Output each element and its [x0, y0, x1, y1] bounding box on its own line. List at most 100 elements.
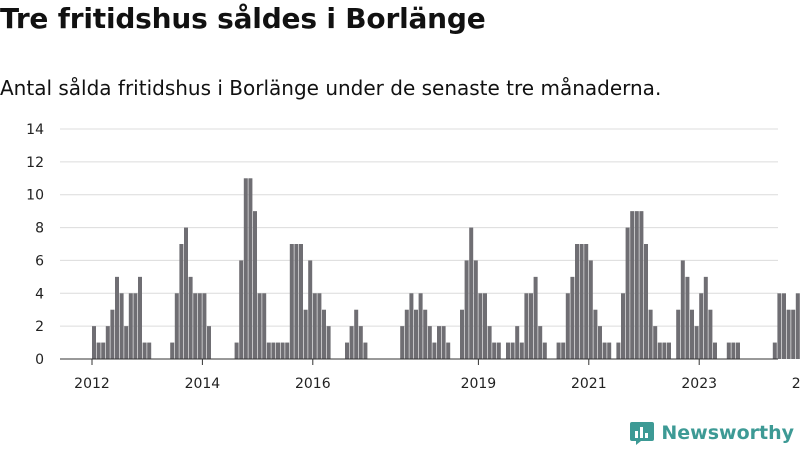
y-tick-label: 12 [26, 155, 44, 171]
y-tick-label: 0 [35, 352, 44, 368]
bar [561, 342, 566, 359]
bar [243, 178, 248, 359]
bar [667, 342, 671, 359]
bar [703, 276, 708, 359]
bar [487, 326, 492, 359]
bar [469, 227, 474, 359]
bar [496, 342, 501, 359]
bar [128, 293, 133, 359]
bar [657, 342, 662, 359]
bar [326, 326, 331, 359]
bar [345, 342, 349, 359]
bar [266, 342, 271, 359]
bar [193, 293, 198, 359]
bar-chart-logo-icon [630, 422, 655, 445]
bar [625, 227, 630, 359]
bar [460, 309, 464, 359]
bar [299, 244, 303, 359]
bar [662, 342, 667, 359]
x-tick-label: 2012 [74, 376, 110, 392]
bar [207, 326, 211, 359]
bar [478, 293, 483, 359]
bar [630, 211, 635, 359]
bar-chart: 0246810121420122014201620192021202320253 [26, 122, 800, 392]
y-tick-label: 4 [35, 286, 44, 302]
bar [147, 342, 152, 359]
bar [409, 293, 414, 359]
bar [690, 309, 694, 359]
bar [519, 342, 524, 359]
newsworthy-logo: Newsworthy [629, 420, 794, 446]
bar [184, 227, 188, 359]
bar [253, 211, 257, 359]
bar [280, 342, 285, 359]
bar [533, 276, 538, 359]
bar [317, 293, 322, 359]
bar [483, 293, 487, 359]
axes: 0246810121420122014201620192021202320253 [26, 122, 800, 392]
bar [680, 260, 685, 359]
bar [694, 326, 699, 359]
x-tick-label: 2016 [295, 376, 331, 392]
bars [92, 178, 800, 359]
bar [400, 326, 405, 359]
bar [772, 342, 777, 359]
bar [92, 326, 96, 359]
bar [731, 342, 736, 359]
bar [96, 342, 101, 359]
bar [404, 309, 409, 359]
bar [602, 342, 607, 359]
bar [685, 276, 690, 359]
bar [234, 342, 239, 359]
bar [598, 326, 602, 359]
bar [593, 309, 598, 359]
bar [713, 342, 717, 359]
bar [588, 260, 593, 359]
y-tick-label: 10 [26, 188, 44, 204]
bar [708, 309, 713, 359]
bar [303, 309, 308, 359]
bar [795, 293, 800, 359]
bar [363, 342, 368, 359]
bar [174, 293, 179, 359]
bar [188, 276, 193, 359]
bar [515, 326, 520, 359]
bar [492, 342, 497, 359]
bar [570, 276, 575, 359]
bar [565, 293, 570, 359]
bar [312, 293, 317, 359]
bar [179, 244, 184, 359]
bar [441, 326, 446, 359]
bar [349, 326, 354, 359]
bar [322, 309, 326, 359]
bar [414, 309, 418, 359]
x-tick-label: 2014 [185, 376, 221, 392]
bar [464, 260, 469, 359]
bar [124, 326, 129, 359]
bar [170, 342, 175, 359]
bar [634, 211, 639, 359]
y-tick-label: 2 [35, 319, 44, 335]
bar [354, 309, 359, 359]
bar [726, 342, 731, 359]
bar [616, 342, 621, 359]
bar [782, 293, 786, 359]
bar [621, 293, 625, 359]
x-tick-label: 2021 [571, 376, 607, 392]
bar [119, 293, 124, 359]
bar [427, 326, 432, 359]
x-tick-label: 2025 [792, 376, 800, 392]
bar [699, 293, 704, 359]
bar [308, 260, 313, 359]
x-tick-label: 2023 [681, 376, 717, 392]
bar [510, 342, 515, 359]
bar [446, 342, 451, 359]
bar [777, 293, 782, 359]
bar [575, 244, 579, 359]
bar [115, 276, 119, 359]
bar [791, 309, 796, 359]
bar [358, 326, 363, 359]
bar [432, 342, 437, 359]
bar [285, 342, 290, 359]
brand-name: Newsworthy [661, 422, 794, 444]
